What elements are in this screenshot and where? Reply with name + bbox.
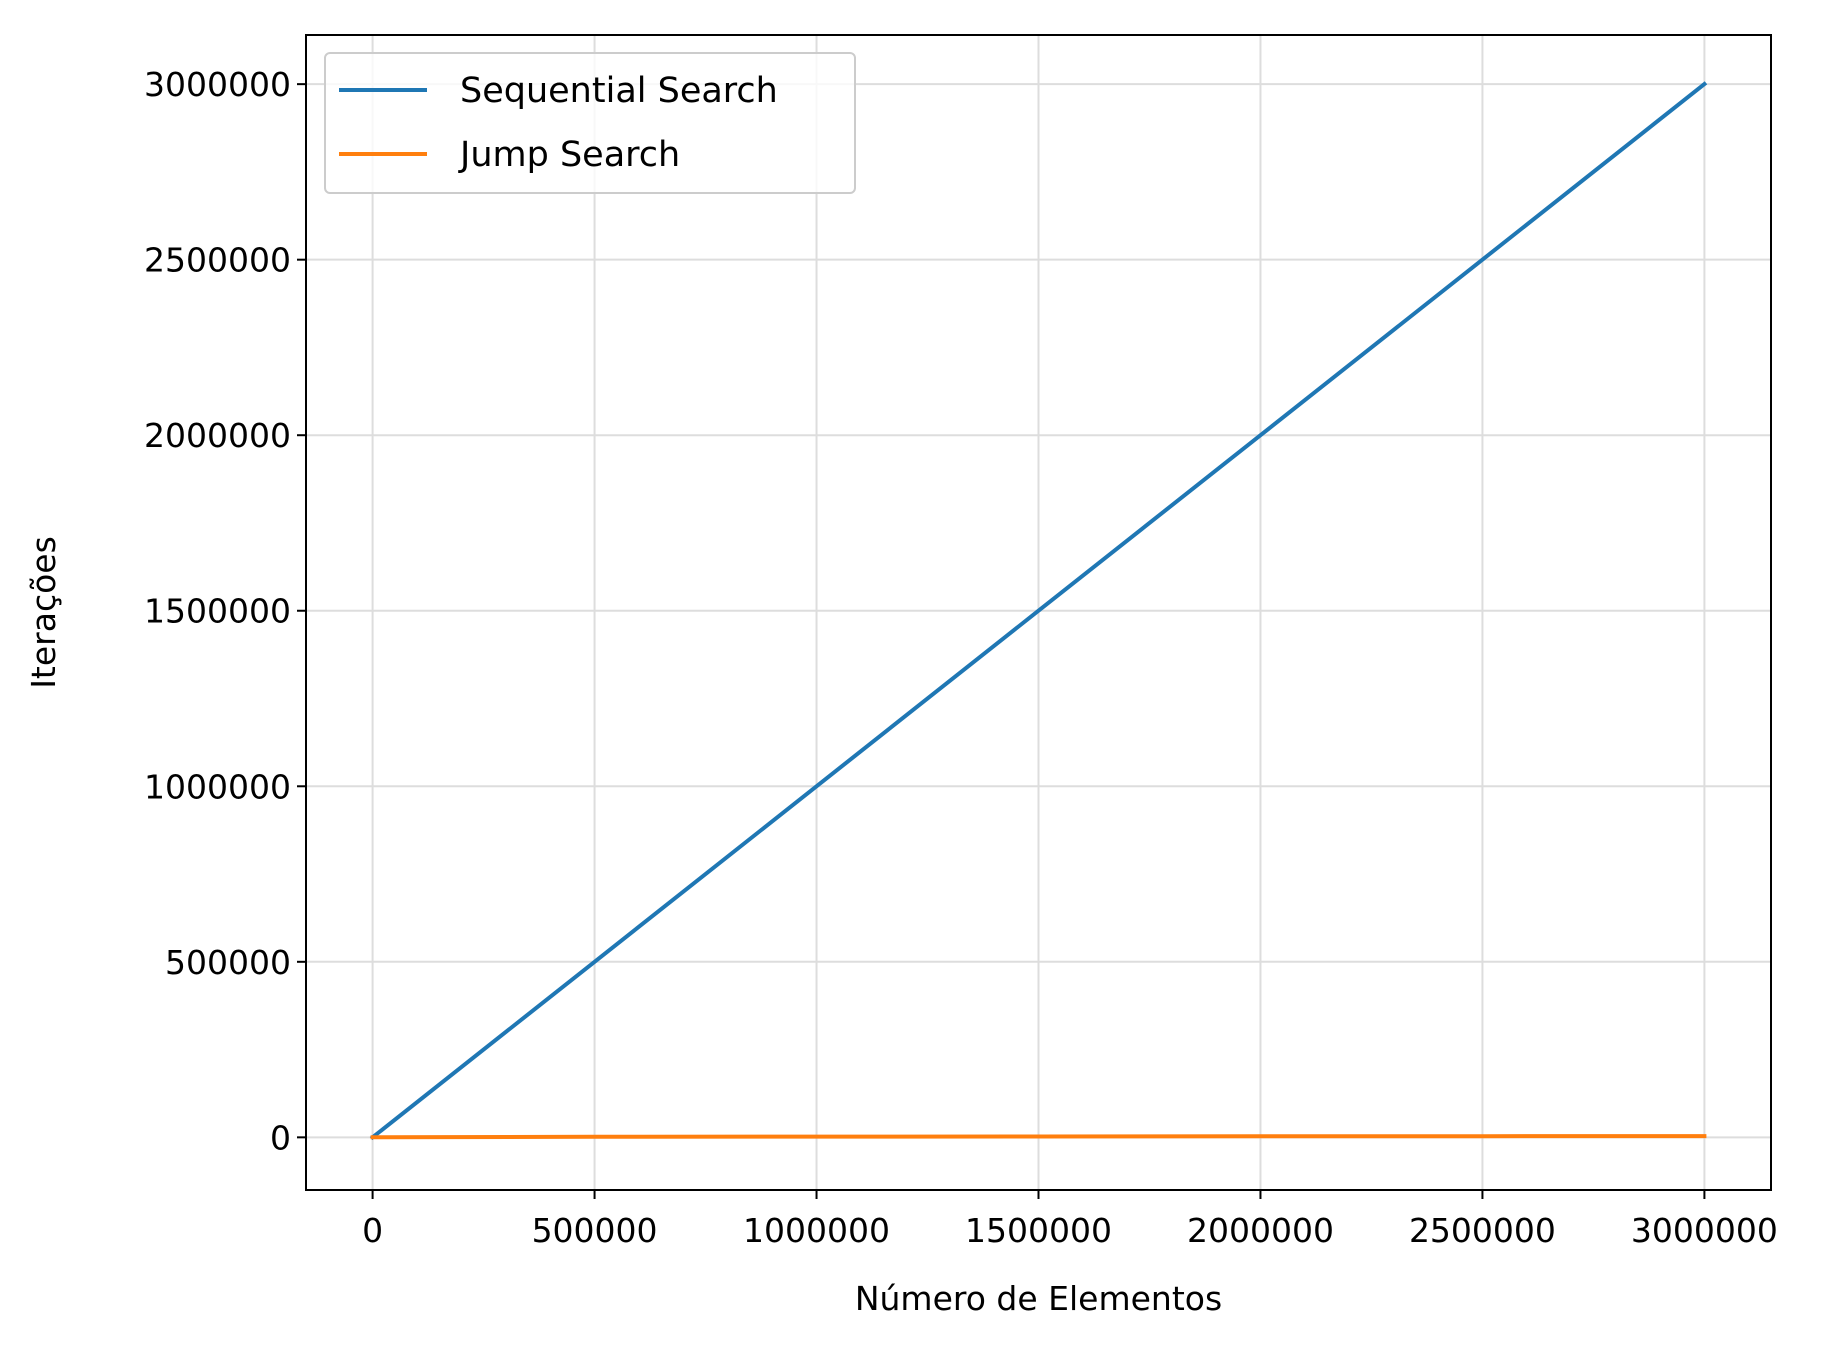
y-tick-label: 2000000 (144, 416, 291, 455)
legend-label: Jump Search (458, 135, 680, 175)
x-tick-label: 500000 (532, 1211, 658, 1250)
series-lines (369, 81, 1708, 1141)
series-line-1 (369, 81, 1708, 1141)
x-tick-label: 1000000 (743, 1211, 890, 1250)
y-tick-label: 500000 (165, 943, 291, 982)
y-axis-ticks: 0 500000 1000000 1500000 2000000 2500000 30000… (144, 65, 306, 1157)
y-tick-label: 2500000 (144, 241, 291, 280)
y-tick-label: 1500000 (144, 592, 291, 631)
y-tick-label: 1000000 (144, 767, 291, 806)
x-tick-label: 0 (362, 1211, 383, 1250)
x-axis-ticks: 0 500000 1000000 1500000 2000000 2500000 30000… (362, 1190, 1778, 1250)
legend-box (324, 52, 856, 194)
legend-label: Sequential Search (460, 71, 778, 111)
legend: Sequential Search Jump Search (324, 52, 856, 194)
x-axis-label: Número de Elementos (855, 1279, 1222, 1318)
y-tick-label: 0 (270, 1118, 291, 1157)
y-tick-label: 3000000 (144, 65, 291, 104)
x-tick-label: 2500000 (1409, 1211, 1556, 1250)
x-tick-label: 3000000 (1631, 1211, 1778, 1250)
x-tick-label: 2000000 (1187, 1211, 1334, 1250)
series-line-2 (370, 1134, 1707, 1140)
x-tick-label: 1500000 (965, 1211, 1112, 1250)
y-axis-label: Iterações (24, 536, 63, 689)
